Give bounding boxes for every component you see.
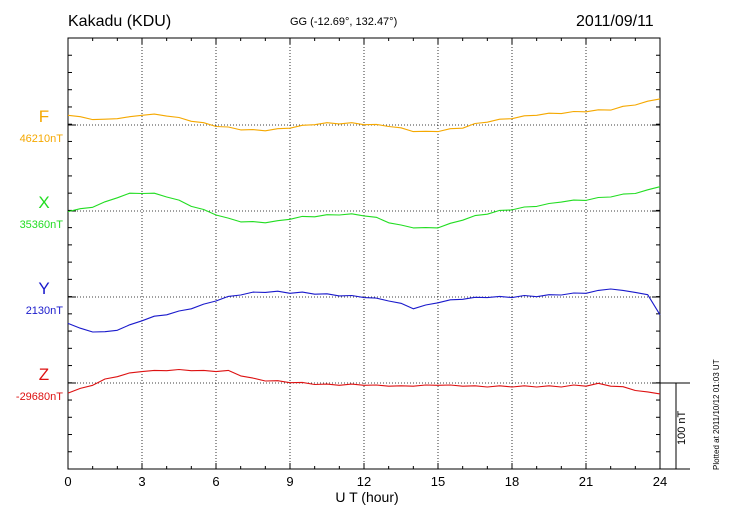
x-axis-title: U T (hour) bbox=[335, 489, 399, 505]
baseline-label-z: -29680nT bbox=[16, 391, 63, 403]
x-tick-label: 0 bbox=[64, 474, 71, 489]
scale-bar bbox=[652, 382, 690, 470]
date-label: 2011/09/11 bbox=[576, 13, 654, 30]
baseline-label-y: 2130nT bbox=[26, 305, 64, 317]
scale-bar-label: 100 nT bbox=[676, 410, 688, 445]
series-name-x: X bbox=[38, 193, 49, 212]
station-title: Kakadu (KDU) bbox=[68, 13, 172, 30]
x-tick-label: 9 bbox=[286, 474, 293, 489]
series-line-z bbox=[67, 368, 661, 395]
grid bbox=[68, 38, 660, 469]
x-tick-label: 18 bbox=[505, 474, 519, 489]
baseline-label-x: 35360nT bbox=[20, 219, 64, 231]
x-tick-label: 24 bbox=[653, 474, 667, 489]
series-name-f: F bbox=[39, 107, 49, 126]
series-name-y: Y bbox=[38, 279, 49, 298]
x-tick-label: 21 bbox=[579, 474, 593, 489]
series-line-y bbox=[67, 288, 661, 333]
baseline-label-f: 46210nT bbox=[20, 133, 64, 145]
coordinates-label: GG (-12.69°, 132.47°) bbox=[290, 16, 398, 28]
series-line-x bbox=[67, 186, 661, 229]
x-tick-label: 12 bbox=[357, 474, 371, 489]
series-line-f bbox=[67, 98, 661, 133]
x-tick-label: 3 bbox=[138, 474, 145, 489]
series-name-z: Z bbox=[39, 365, 49, 384]
x-tick-label: 15 bbox=[431, 474, 445, 489]
x-tick-label: 6 bbox=[212, 474, 219, 489]
plotted-timestamp: Plotted at 2011/10/12 01:03 UT bbox=[712, 359, 721, 470]
